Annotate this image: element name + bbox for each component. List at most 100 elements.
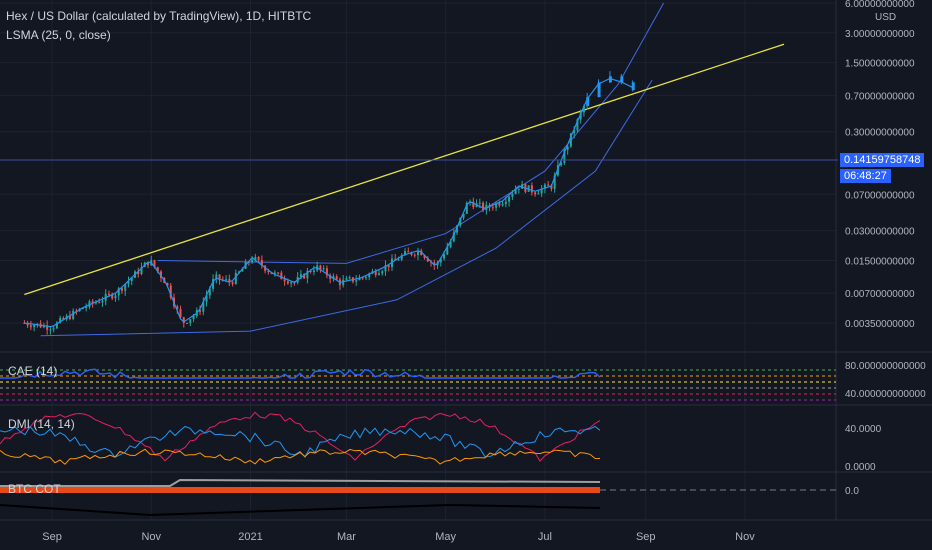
candle-body [26, 323, 29, 326]
candle-body [342, 279, 345, 286]
candle-body [140, 267, 143, 275]
candle-body [452, 232, 455, 242]
candle-body [413, 254, 416, 256]
candle-body [94, 302, 97, 304]
candle-body [459, 217, 462, 226]
candle-body [52, 328, 55, 330]
cot-legend[interactable]: BTC COT [8, 482, 61, 496]
candle-body [569, 133, 572, 147]
candle-body [462, 213, 465, 218]
candle-body [98, 302, 101, 304]
candle-body [231, 282, 234, 284]
candle-body [182, 317, 185, 324]
price-tick-label: 1.50000000000 [845, 59, 915, 70]
candle-body [472, 201, 475, 207]
candle-body [325, 268, 328, 276]
candle-body [335, 276, 338, 280]
candle-body [387, 265, 390, 268]
candle-body [576, 119, 579, 131]
candle-body [153, 260, 156, 268]
candle-body [72, 310, 75, 319]
cae-line [0, 368, 601, 379]
symbol-title[interactable]: Hex / US Dollar (calculated by TradingVi… [6, 9, 312, 23]
price-tick-label: 3.00000000000 [845, 29, 915, 40]
candle-body [381, 271, 384, 274]
candle-body [251, 259, 254, 263]
candle-body [277, 272, 280, 274]
candle-body [527, 185, 530, 192]
channel-lower-curve [40, 79, 653, 337]
time-tick-label: May [435, 531, 456, 543]
channel-upper-curve [157, 2, 665, 264]
price-tick-label: 0.03000000000 [845, 227, 915, 238]
cot-orange-band [0, 487, 600, 493]
candle-body [456, 225, 459, 233]
candle-body [127, 281, 130, 285]
cot-tick-label: 0.0 [845, 486, 859, 497]
candle-body [309, 270, 312, 272]
candle-body [501, 204, 504, 206]
candle-body [124, 284, 127, 291]
candle-body [508, 196, 511, 202]
candle-body [146, 262, 149, 266]
candle-body [208, 288, 211, 296]
candle-body [404, 251, 406, 256]
price-tick-label: 6.00000000000 [845, 0, 915, 10]
candle-body [394, 258, 397, 260]
candle-body [547, 184, 550, 186]
cot-black-line [0, 503, 601, 517]
candle-body [423, 255, 426, 258]
candle-body [176, 306, 179, 309]
candle-body [579, 112, 582, 120]
candle-body [374, 271, 377, 275]
candle-body [397, 259, 400, 261]
candle-body [449, 241, 452, 248]
candle-body [478, 202, 481, 204]
time-tick-label: Nov [141, 531, 161, 543]
candle-body [299, 274, 302, 277]
candle-body [407, 251, 410, 253]
candle-body [517, 188, 520, 190]
candle-body [117, 288, 120, 296]
currency-label: USD [875, 12, 897, 23]
candle-body [543, 184, 546, 189]
candle-body [114, 295, 117, 299]
candle-body [254, 257, 257, 260]
candle-body [218, 274, 221, 280]
candle-body [348, 277, 351, 279]
cae-tick-label: 40.000000000000 [845, 389, 926, 400]
candle-body [107, 293, 110, 295]
countdown-badge: 06:48:27 [840, 169, 891, 183]
candle-body [241, 268, 244, 272]
candle-body [368, 273, 371, 278]
candle-body [303, 274, 306, 279]
candle-body [166, 283, 169, 286]
cae-legend[interactable]: CAE (14) [8, 364, 58, 378]
candle-body [400, 255, 403, 260]
candle-body [267, 270, 270, 273]
candle-body [85, 306, 88, 309]
candle-body [189, 319, 192, 323]
candle-body [495, 203, 498, 208]
time-tick-label: Sep [42, 531, 62, 543]
cae-tick-label: 80.000000000000 [845, 361, 926, 372]
time-tick-label: Nov [735, 531, 755, 543]
dmi-legend[interactable]: DMI (14, 14) [8, 417, 75, 431]
lsma-line [24, 77, 633, 328]
candle-body [49, 329, 52, 331]
candle-body [620, 76, 624, 83]
candle-body [384, 265, 387, 272]
time-tick-label: 2021 [238, 531, 262, 543]
candle-body [355, 280, 358, 282]
candle-body [111, 294, 114, 299]
candle-body [364, 277, 367, 279]
candle-body [319, 265, 322, 270]
candle-body [169, 285, 172, 298]
candle-body [443, 254, 446, 259]
lsma-legend[interactable]: LSMA (25, 0, close) [6, 28, 111, 42]
time-tick-label: Jul [538, 531, 552, 543]
candle-body [446, 247, 449, 255]
adx-line [0, 448, 601, 465]
candle-body [215, 274, 218, 280]
